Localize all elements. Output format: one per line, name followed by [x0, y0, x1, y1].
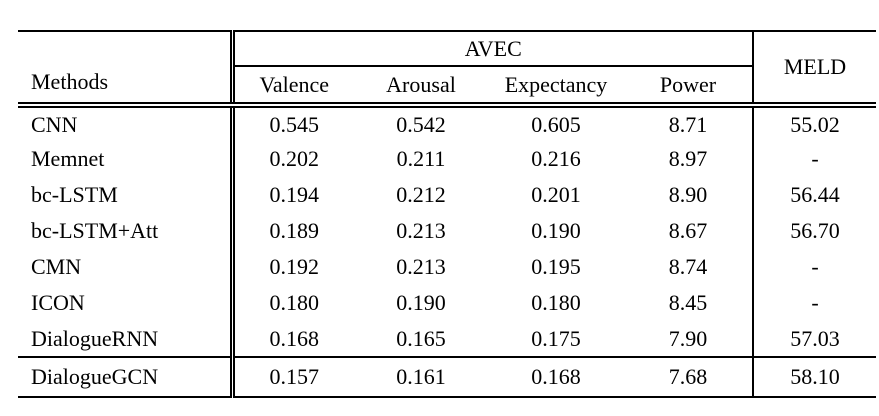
- header-arousal: Arousal: [354, 66, 488, 108]
- header-meld: MELD: [752, 31, 876, 108]
- cell-meld: 58.10: [752, 356, 876, 397]
- cell-arousal: 0.165: [396, 325, 446, 351]
- cell-power: 8.97: [668, 146, 708, 171]
- table-row: bc-LSTM+Att 0.189 0.213 0.190 8.67 56.70: [18, 213, 876, 249]
- header-group-avec: AVEC: [232, 31, 753, 67]
- cell-valence: 0.180: [269, 290, 320, 315]
- cell-method: Memnet: [18, 141, 235, 177]
- cell-expectancy: 0.175: [531, 325, 581, 351]
- cell-arousal: 0.211: [396, 146, 446, 171]
- cell-arousal: 0.212: [396, 182, 446, 207]
- header-valence: Valence: [232, 66, 354, 108]
- header-methods: Methods: [18, 31, 235, 108]
- header-expectancy: Expectancy: [488, 66, 624, 108]
- cell-meld: 56.70: [752, 213, 876, 249]
- cell-power: 8.71: [668, 111, 708, 137]
- cell-method: CNN: [18, 105, 235, 141]
- results-table: Methods AVEC MELD Valence Arousal Expect…: [18, 30, 876, 398]
- cell-meld: 55.02: [752, 105, 876, 141]
- table-row: Memnet 0.202 0.211 0.216 8.97 -: [18, 141, 876, 177]
- cell-meld: 57.03: [752, 321, 876, 357]
- cell-method: CMN: [18, 249, 235, 285]
- cell-method: DialogueRNN: [18, 321, 235, 357]
- cell-method: bc-LSTM+Att: [18, 213, 235, 249]
- cell-expectancy: 0.195: [531, 254, 581, 279]
- cell-meld: -: [752, 141, 876, 177]
- cell-valence: 0.168: [269, 325, 320, 351]
- cell-method: bc-LSTM: [18, 177, 235, 213]
- cell-meld: -: [752, 249, 876, 285]
- cell-arousal: 0.542: [396, 111, 446, 137]
- cell-method: ICON: [18, 285, 235, 321]
- table-row: DialogueRNN 0.168 0.165 0.175 7.90 57.03: [18, 321, 876, 357]
- table-row: CMN 0.192 0.213 0.195 8.74 -: [18, 249, 876, 285]
- cell-power: 7.68: [624, 356, 753, 397]
- sub-header-row: Valence Arousal Expectancy Power: [18, 66, 876, 108]
- cell-valence: 0.189: [269, 218, 320, 243]
- cell-power: 8.74: [668, 254, 708, 279]
- table-row-highlight: DialogueGCN 0.157 0.161 0.168 7.68 58.10: [18, 356, 876, 397]
- cell-arousal: 0.161: [354, 356, 488, 397]
- table-body: CNN 0.545 0.542 0.605 8.71 55.02 Memnet …: [18, 105, 876, 397]
- cell-expectancy: 0.216: [531, 146, 581, 171]
- table-row: CNN 0.545 0.542 0.605 8.71 55.02: [18, 105, 876, 141]
- cell-arousal: 0.213: [396, 218, 446, 243]
- cell-expectancy: 0.201: [531, 182, 581, 207]
- cell-power: 8.45: [668, 290, 708, 315]
- table-header: Methods AVEC MELD Valence Arousal Expect…: [18, 31, 876, 108]
- cell-expectancy: 0.605: [531, 111, 581, 137]
- table-row: bc-LSTM 0.194 0.212 0.201 8.90 56.44: [18, 177, 876, 213]
- cell-method: DialogueGCN: [18, 356, 235, 397]
- cell-valence: 0.194: [269, 182, 320, 207]
- header-power: Power: [624, 66, 753, 108]
- cell-valence: 0.157: [232, 356, 354, 397]
- cell-meld: -: [752, 285, 876, 321]
- table-row: ICON 0.180 0.190 0.180 8.45 -: [18, 285, 876, 321]
- cell-meld: 56.44: [752, 177, 876, 213]
- cell-expectancy: 0.190: [531, 218, 581, 243]
- cell-valence: 0.545: [269, 111, 320, 137]
- cell-arousal: 0.213: [396, 254, 446, 279]
- cell-power: 8.67: [668, 218, 708, 243]
- group-header-row: Methods AVEC MELD: [18, 31, 876, 108]
- cell-arousal: 0.190: [396, 290, 446, 315]
- cell-valence: 0.202: [269, 146, 320, 171]
- cell-power: 7.90: [668, 325, 708, 351]
- cell-power: 8.90: [668, 182, 708, 207]
- cell-expectancy: 0.168: [488, 356, 624, 397]
- cell-expectancy: 0.180: [531, 290, 581, 315]
- cell-valence: 0.192: [269, 254, 320, 279]
